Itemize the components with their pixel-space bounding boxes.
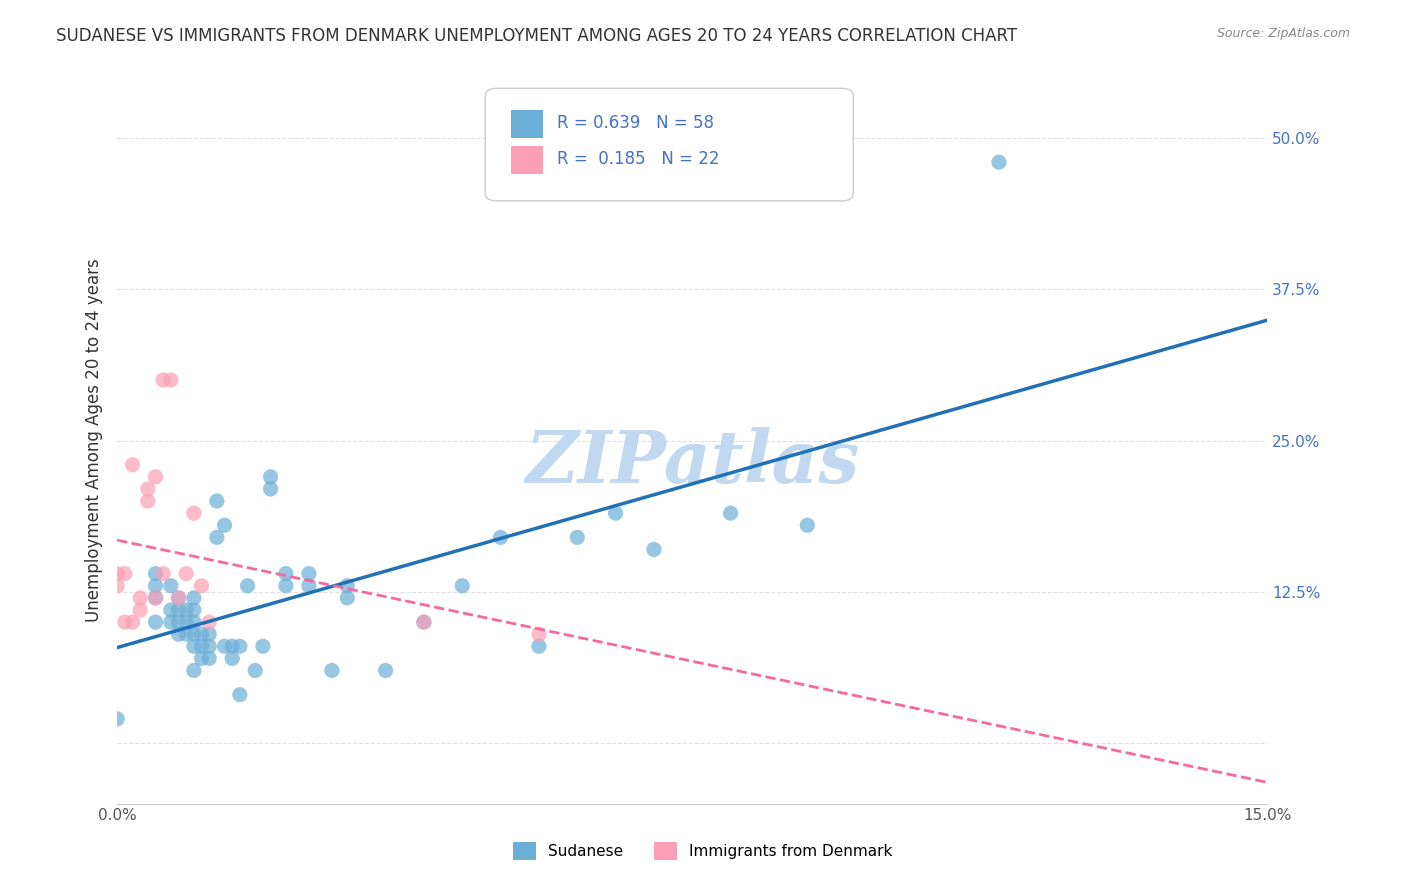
Point [336,579,359,593]
Point [720,506,742,520]
Point [988,155,1011,169]
Point [229,688,252,702]
Point [174,566,197,581]
Text: R =  0.185   N = 22: R = 0.185 N = 22 [557,151,718,169]
Point [489,530,512,544]
Point [190,640,212,654]
Point [160,603,183,617]
Point [121,615,143,629]
Point [167,591,190,605]
Point [412,615,434,629]
Point [145,579,167,593]
FancyBboxPatch shape [485,88,853,201]
Legend: Sudanese, Immigrants from Denmark: Sudanese, Immigrants from Denmark [508,836,898,866]
Point [796,518,818,533]
Point [105,566,128,581]
Point [190,651,212,665]
Point [298,579,321,593]
Point [114,615,136,629]
Point [145,615,167,629]
Point [183,627,205,641]
Point [198,615,221,629]
Point [167,591,190,605]
Point [145,591,167,605]
Point [190,579,212,593]
Point [527,640,550,654]
Point [183,506,205,520]
Point [152,373,174,387]
Point [198,627,221,641]
Point [274,566,297,581]
FancyBboxPatch shape [510,110,543,137]
Point [145,566,167,581]
Point [152,566,174,581]
Point [121,458,143,472]
Text: SUDANESE VS IMMIGRANTS FROM DENMARK UNEMPLOYMENT AMONG AGES 20 TO 24 YEARS CORRE: SUDANESE VS IMMIGRANTS FROM DENMARK UNEM… [56,27,1018,45]
Point [252,640,274,654]
Point [160,579,183,593]
Point [298,566,321,581]
Point [167,615,190,629]
Point [105,579,128,593]
Point [527,627,550,641]
Point [205,494,228,508]
Point [643,542,665,557]
Point [183,591,205,605]
Point [145,470,167,484]
Point [229,640,252,654]
Point [129,591,152,605]
Point [136,482,159,496]
Point [221,651,243,665]
Point [174,615,197,629]
Point [214,640,236,654]
Point [160,373,183,387]
Point [183,664,205,678]
Point [259,482,281,496]
Point [236,579,259,593]
Point [167,603,190,617]
Point [259,470,281,484]
Text: ZIPatlas: ZIPatlas [526,426,859,498]
Text: Source: ZipAtlas.com: Source: ZipAtlas.com [1216,27,1350,40]
Point [321,664,343,678]
Point [174,627,197,641]
Point [567,530,589,544]
Point [190,627,212,641]
Point [160,615,183,629]
Point [605,506,627,520]
Point [336,591,359,605]
Point [114,566,136,581]
Point [451,579,474,593]
Point [221,640,243,654]
Point [198,640,221,654]
Point [167,627,190,641]
Point [198,651,221,665]
Point [136,494,159,508]
Point [105,712,128,726]
Point [214,518,236,533]
Point [205,530,228,544]
Point [245,664,267,678]
Y-axis label: Unemployment Among Ages 20 to 24 years: Unemployment Among Ages 20 to 24 years [86,259,103,623]
Text: R = 0.639   N = 58: R = 0.639 N = 58 [557,114,714,132]
Point [412,615,434,629]
Point [374,664,396,678]
Point [274,579,297,593]
Point [145,591,167,605]
Point [183,603,205,617]
Point [183,615,205,629]
Point [129,603,152,617]
Point [183,640,205,654]
FancyBboxPatch shape [510,146,543,174]
Point [174,603,197,617]
